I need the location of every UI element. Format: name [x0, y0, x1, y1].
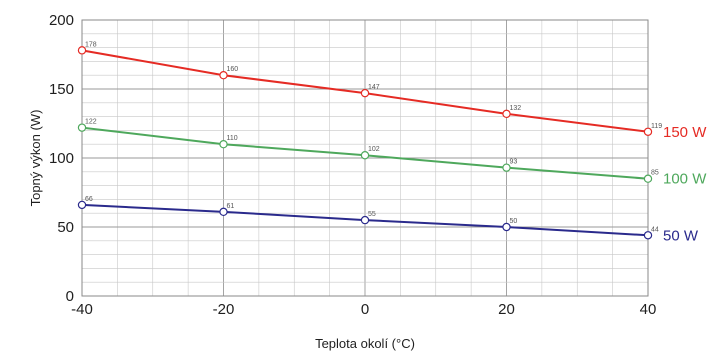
x-axis-label: Teplota okolí (°C)	[315, 336, 415, 351]
series-2: 66 61 55 50 44 50 W	[77, 196, 699, 244]
data-label: 160	[227, 66, 239, 73]
x-tick-label: 20	[498, 301, 515, 318]
x-tick-label: -40	[71, 301, 93, 318]
data-point	[77, 200, 87, 210]
plot-frame	[81, 19, 649, 297]
data-point	[77, 46, 87, 55]
data-point	[219, 70, 228, 80]
x-tick-label: 0	[361, 301, 369, 318]
y-tick-label: 50	[57, 219, 74, 236]
x-tick-label: 40	[640, 301, 657, 318]
legend-entry: 50 W	[663, 227, 699, 244]
data-label: 85	[651, 170, 659, 177]
data-point	[360, 151, 370, 160]
data-label: 55	[368, 211, 376, 218]
data-point	[219, 207, 228, 217]
data-point	[77, 123, 87, 132]
y-tick-label: 100	[49, 150, 74, 167]
data-label: 102	[368, 146, 380, 153]
legend-entry: 150 W	[663, 124, 707, 141]
data-label: 66	[85, 196, 93, 203]
y-tick-label: 200	[49, 12, 74, 29]
data-label: 147	[368, 84, 380, 91]
data-label: 178	[85, 41, 97, 48]
data-label: 119	[651, 123, 662, 130]
y-axis-label: Topný výkon (W)	[28, 110, 43, 207]
data-point	[643, 231, 653, 240]
data-point	[360, 215, 370, 225]
data-point	[502, 109, 511, 119]
data-label: 93	[510, 159, 518, 166]
series-0: 178 160 147 132 119 150 W	[77, 41, 707, 141]
data-label: 61	[227, 203, 235, 210]
y-tick-label: 0	[66, 288, 74, 305]
data-point	[643, 174, 653, 183]
data-point	[643, 127, 653, 136]
data-label: 122	[85, 119, 97, 126]
x-tick-label: -20	[213, 301, 235, 318]
series-1: 122 110 102 93 85 100 W	[77, 119, 707, 188]
y-tick-label: 150	[49, 81, 74, 98]
data-point	[502, 222, 511, 232]
data-point	[219, 139, 228, 149]
data-point	[360, 88, 370, 98]
data-point	[502, 163, 511, 172]
data-label: 110	[227, 135, 238, 142]
data-label: 44	[651, 226, 659, 233]
axes: -40 -20 0 20 40 0 50 100 150 200	[49, 12, 656, 318]
data-label: 50	[510, 218, 518, 225]
series-layer: 178 160 147 132 119 150 W 122 110 102 93 85 100 W 66…	[77, 41, 707, 244]
data-label: 132	[510, 105, 522, 112]
legend-entry: 100 W	[663, 171, 707, 188]
